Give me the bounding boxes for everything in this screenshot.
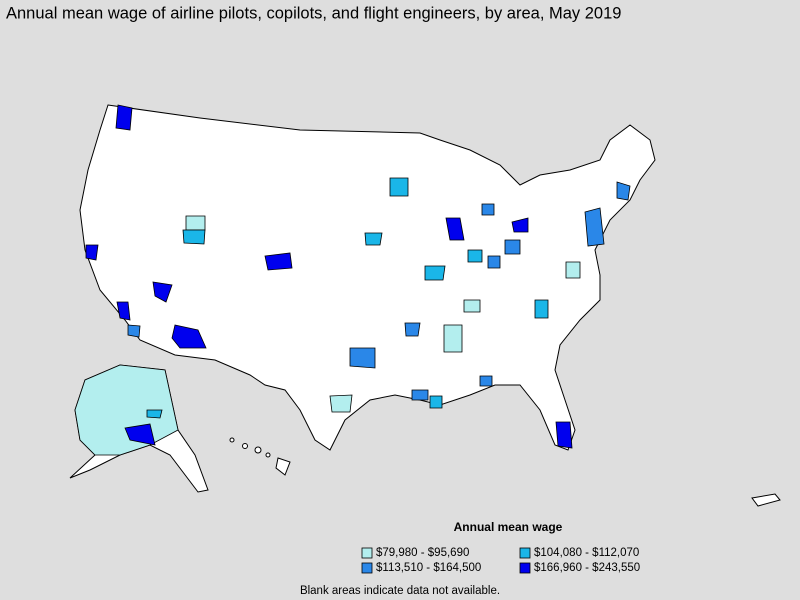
area <box>429 395 443 409</box>
legend-swatch <box>519 562 531 574</box>
legend-label: $104,080 - $112,070 <box>534 547 639 559</box>
legend-swatch <box>361 547 373 559</box>
area <box>171 324 207 349</box>
footnote: Blank areas indicate data not available. <box>300 585 500 597</box>
area <box>467 249 483 263</box>
area <box>152 281 173 303</box>
hawaii <box>229 437 291 476</box>
contiguous-us <box>79 104 656 451</box>
area <box>264 252 293 271</box>
area <box>124 423 156 446</box>
area <box>127 324 141 338</box>
area <box>116 301 131 321</box>
area <box>481 203 495 216</box>
puerto-rico <box>751 493 781 507</box>
area <box>329 394 353 413</box>
areas <box>74 104 631 456</box>
area <box>404 322 421 337</box>
area <box>443 324 463 353</box>
area <box>389 177 409 197</box>
area <box>616 181 631 201</box>
map <box>69 104 781 507</box>
area <box>504 239 521 255</box>
area <box>115 104 133 131</box>
legend: $79,980 - $95,690 $104,080 - $112,070 $113… <box>361 547 640 574</box>
area <box>182 229 206 245</box>
area <box>364 232 383 246</box>
area <box>146 409 163 419</box>
area <box>445 217 465 241</box>
area <box>463 299 481 313</box>
area <box>487 255 501 269</box>
legend-swatch <box>519 547 531 559</box>
legend-title: Annual mean wage <box>454 520 563 534</box>
area <box>424 265 446 281</box>
area <box>411 389 429 401</box>
map-title: Annual mean wage of airline pilots, copi… <box>6 4 621 22</box>
legend-label: $79,980 - $95,690 <box>376 547 469 559</box>
area <box>534 299 549 319</box>
legend-label: $166,960 - $243,550 <box>534 562 640 574</box>
legend-swatch <box>361 562 373 574</box>
area <box>511 217 529 233</box>
area <box>584 207 605 247</box>
area <box>349 347 376 369</box>
area <box>185 215 206 231</box>
legend-label: $113,510 - $164,500 <box>376 562 481 574</box>
area <box>85 244 99 261</box>
area <box>555 421 573 449</box>
area <box>565 261 581 279</box>
area <box>479 375 493 387</box>
